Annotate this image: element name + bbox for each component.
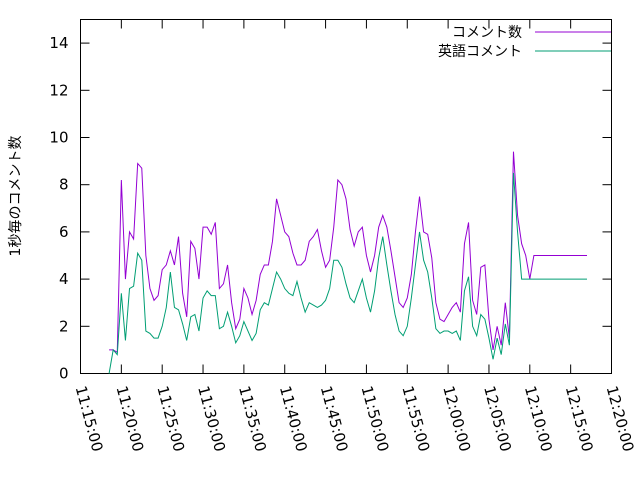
x-tick-label: 11:35:00 [235,384,270,454]
y-tick-label: 2 [59,317,69,335]
series-line-2 [108,172,587,374]
series-layer [108,151,587,374]
x-tick-label: 12:20:00 [603,384,638,454]
x-tick-label: 11:50:00 [358,384,393,454]
x-tick-label: 12:00:00 [439,384,474,454]
x-tick-label: 12:10:00 [521,384,556,454]
y-tick-label: 4 [59,270,69,288]
x-tick-label: 11:30:00 [194,384,229,454]
y-tick-label: 14 [49,34,68,52]
x-tick-label: 12:15:00 [562,384,597,454]
y-tick-label: 10 [49,129,68,147]
x-tick-label: 11:15:00 [72,384,107,454]
y-tick-label: 8 [59,176,69,194]
x-tick-label: 11:40:00 [276,384,311,454]
x-tick-label: 12:05:00 [480,384,515,454]
x-tick-label: 11:20:00 [112,384,147,454]
plot-frame [80,19,612,374]
y-axis-label: 1秒毎のコメント数 [8,136,24,257]
x-tick-label: 11:25:00 [153,384,188,454]
legend-label-1: コメント数 [452,25,522,41]
y-tick-label: 6 [59,223,69,241]
x-tick-label: 11:45:00 [317,384,352,454]
series-line-1 [109,151,587,354]
y-axis-ticks: 0 2 4 6 8 10 12 14 [49,34,612,383]
y-tick-label: 0 [59,365,69,383]
legend-label-2: 英語コメント [438,43,522,60]
x-tick-label: 11:55:00 [398,384,433,454]
y-tick-label: 12 [49,81,68,99]
x-axis-ticks: 11:15:00 11:20:00 11:25:00 11:30:00 11:35:00… [72,19,638,454]
